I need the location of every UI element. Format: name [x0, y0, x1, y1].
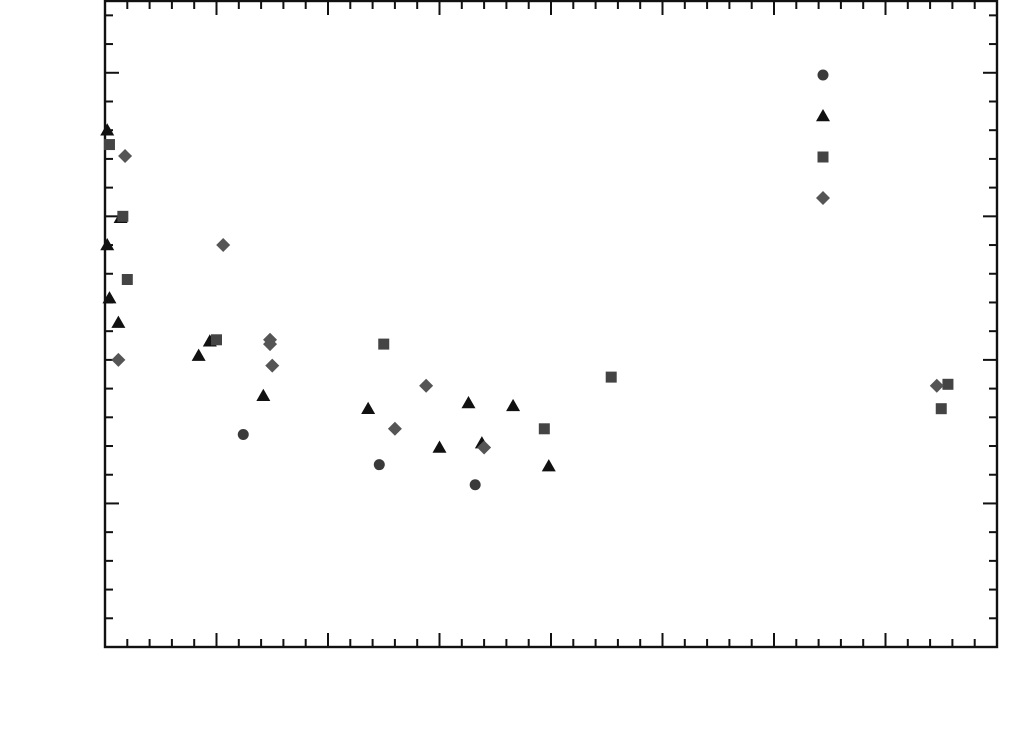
axis-ticks	[104, 1, 998, 648]
legend-circle-marker	[817, 69, 829, 81]
diamond-data-point	[111, 352, 126, 367]
legend-diamond-marker	[816, 191, 830, 205]
square-data-point	[117, 210, 129, 222]
diamond-data-point	[419, 378, 434, 393]
square-data-point	[538, 423, 550, 435]
legend-triangle-marker	[816, 109, 830, 122]
triangle-data-point	[100, 123, 115, 136]
circle-data-point	[373, 459, 385, 471]
diamond-data-point	[265, 358, 280, 373]
triangle-data-point	[256, 388, 271, 402]
plot-frame	[103, 0, 999, 649]
diamond-data-point	[263, 337, 278, 352]
triangle-data-point	[100, 238, 115, 251]
diamond-data-point	[118, 149, 133, 164]
data-points	[100, 123, 954, 491]
triangle-data-point	[102, 291, 117, 304]
triangle-data-point	[541, 459, 556, 472]
diamond-data-point	[929, 378, 944, 393]
circle-data-point	[237, 429, 249, 441]
triangle-data-point	[361, 401, 376, 414]
square-data-point	[103, 139, 115, 151]
legend-square-marker	[817, 151, 829, 163]
triangle-data-point	[191, 348, 206, 361]
square-data-point	[605, 371, 617, 383]
triangle-data-point	[461, 395, 476, 409]
legend	[816, 69, 830, 205]
square-data-point	[378, 338, 390, 350]
square-data-point	[121, 273, 133, 285]
triangle-data-point	[432, 440, 447, 453]
triangle-data-point	[111, 315, 126, 328]
square-data-point	[942, 378, 954, 390]
diamond-data-point	[387, 421, 402, 436]
square-data-point	[211, 334, 222, 346]
diamond-data-point	[216, 238, 231, 253]
diamond-data-point	[477, 440, 492, 455]
triangle-data-point	[506, 398, 521, 412]
circle-data-point	[469, 479, 481, 491]
square-data-point	[935, 403, 947, 415]
